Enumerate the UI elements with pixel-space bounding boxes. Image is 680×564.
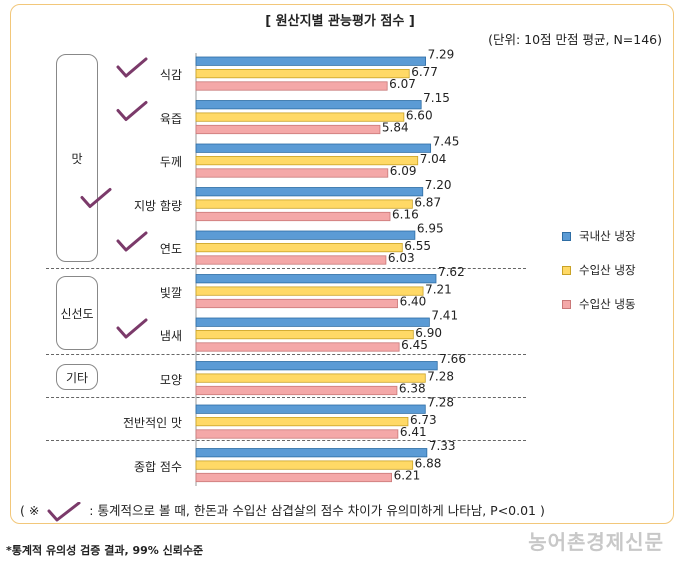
chart-title: [ 원산지별 관능평가 점수 ] [265,14,415,29]
legend-label-domestic-chilled: 국내산 냉장 [579,229,636,243]
footnote-text: : 통계적으로 볼 때, 한돈과 수입산 삼겹살의 점수 차이가 유의미하게 나… [89,503,545,518]
category-label: 육즙 [159,111,182,126]
category-label: 모양 [159,372,182,387]
source-note: *통계적 유의성 검증 결과, 99% 신뢰수준 [6,544,204,557]
category-label: 식감 [159,68,182,82]
legend-item-domestic-chilled: 국내산 냉장 [562,228,636,244]
legend-swatch-domestic-chilled [562,231,571,241]
category-label: 연도 [159,242,182,256]
group-label-other: 기타 [65,370,89,385]
legend-swatch-imported-chilled [562,265,571,275]
legend-item-imported-chilled: 수입산 냉장 [562,262,636,278]
unit-note: (단위: 10점 만점 평균, N=146) [488,32,662,47]
category-label: 전반적인 맛 [122,416,182,430]
separator-line [46,268,526,269]
group-box-other: 기타 [56,364,98,390]
footnote-prefix: ( ※ [20,503,40,518]
separator-line [46,397,526,398]
watermark-logo: 농어촌경제신문 [528,530,664,554]
category-label: 지방 함량 [134,198,182,213]
group-label-taste: 맛 [71,151,83,166]
category-label: 빛깔 [159,285,182,300]
check-icon [47,501,81,521]
group-box-taste: 맛 [56,54,98,262]
legend-label-imported-chilled: 수입산 냉장 [579,263,636,277]
legend-label-imported-frozen: 수입산 냉동 [579,297,636,311]
group-label-freshness: 신선도 [60,306,94,321]
significance-footnote: ( ※ : 통계적으로 볼 때, 한돈과 수입산 삼겹살의 점수 차이가 유의미… [20,500,545,522]
separator-line [46,354,526,355]
category-label: 냄새 [159,329,182,343]
category-label: 두께 [159,155,182,169]
category-label: 종합 점수 [134,459,182,474]
legend-swatch-imported-frozen [562,299,571,309]
group-box-freshness: 신선도 [56,276,98,350]
separator-line [46,440,526,441]
legend-item-imported-frozen: 수입산 냉동 [562,296,636,312]
